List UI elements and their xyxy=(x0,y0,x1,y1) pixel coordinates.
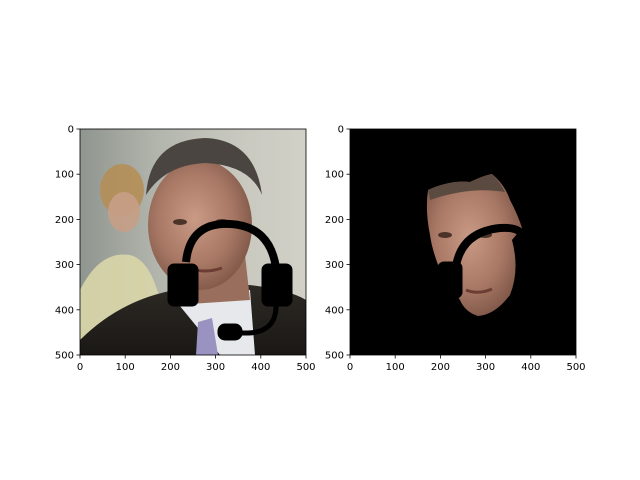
left-photo xyxy=(80,129,306,355)
left-y-tick-label: 100 xyxy=(55,170,74,181)
headset-overlay-left xyxy=(167,219,293,341)
left-y-axis: 0 100 200 300 400 500 xyxy=(55,125,80,362)
headset-overlay-right xyxy=(437,223,523,299)
left-axes-frame xyxy=(79,128,307,356)
right-y-tick-label: 300 xyxy=(325,260,344,271)
right-y-tick-label: 400 xyxy=(325,305,344,316)
right-masked-face xyxy=(350,129,576,355)
left-y-tick-label: 300 xyxy=(55,260,74,271)
right-x-tick-label: 400 xyxy=(521,362,540,373)
right-x-tick-label: 200 xyxy=(431,362,450,373)
right-x-tick-label: 0 xyxy=(347,362,353,373)
right-y-tick-label: 500 xyxy=(325,351,344,362)
left-x-tick-label: 0 xyxy=(77,362,83,373)
right-x-axis: 0 100 200 300 400 500 xyxy=(347,355,586,373)
right-y-axis: 0 100 200 300 400 500 xyxy=(325,125,350,362)
left-y-tick-label: 500 xyxy=(55,351,74,362)
left-x-tick-label: 300 xyxy=(206,362,225,373)
left-y-tick-label: 0 xyxy=(68,125,74,136)
left-y-tick-label: 400 xyxy=(55,305,74,316)
left-x-tick-label: 400 xyxy=(251,362,270,373)
left-image-panel: 0 100 200 300 400 500 0 100 200 300 400 500 xyxy=(55,125,316,374)
left-x-axis: 0 100 200 300 400 500 xyxy=(77,355,316,373)
left-x-tick-label: 200 xyxy=(161,362,180,373)
right-x-tick-label: 300 xyxy=(476,362,495,373)
right-x-tick-label: 100 xyxy=(386,362,405,373)
right-x-tick-label: 500 xyxy=(566,362,585,373)
right-y-tick-label: 100 xyxy=(325,170,344,181)
left-y-tick-label: 200 xyxy=(55,215,74,226)
right-image-panel: 0 100 200 300 400 500 0 100 200 300 400 500 xyxy=(325,125,586,374)
left-x-tick-label: 100 xyxy=(116,362,135,373)
left-x-tick-label: 500 xyxy=(296,362,315,373)
right-y-tick-label: 0 xyxy=(338,125,344,136)
right-y-tick-label: 200 xyxy=(325,215,344,226)
right-axes-frame xyxy=(349,128,577,356)
